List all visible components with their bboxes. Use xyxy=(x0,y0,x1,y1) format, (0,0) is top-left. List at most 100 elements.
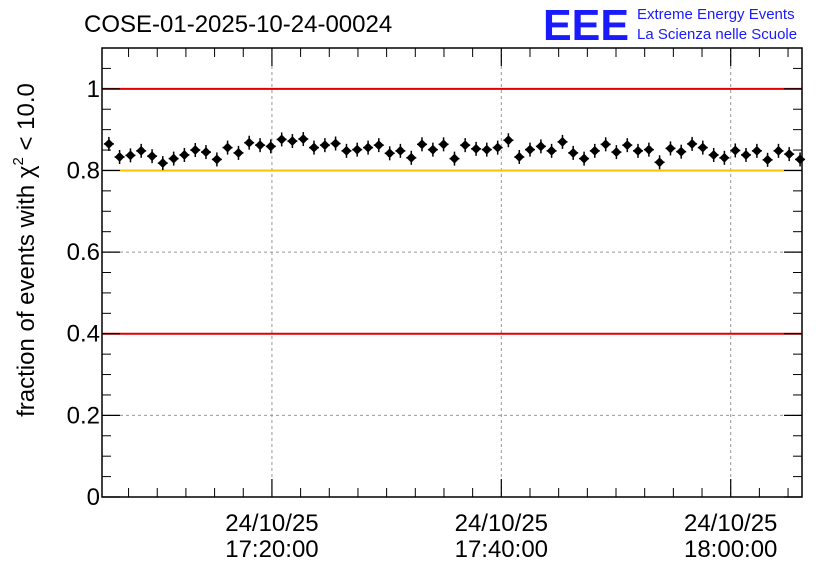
data-point xyxy=(784,147,795,162)
point-marker xyxy=(589,145,600,156)
data-point xyxy=(730,143,741,158)
point-marker xyxy=(557,136,568,147)
data-point xyxy=(341,143,352,158)
data-point xyxy=(373,138,384,153)
y-tick-label: 0.4 xyxy=(67,321,100,348)
point-marker xyxy=(676,146,687,157)
x-tick-label-date: 24/10/25 xyxy=(455,510,548,537)
point-marker xyxy=(795,154,806,165)
data-point xyxy=(687,136,698,151)
data-point xyxy=(568,145,579,160)
point-marker xyxy=(330,138,341,149)
data-point xyxy=(795,152,806,167)
point-marker xyxy=(471,143,482,154)
x-tick-labels: 24/10/2517:20:0024/10/2517:40:0024/10/25… xyxy=(225,510,777,563)
plot-frame xyxy=(101,47,803,498)
point-marker xyxy=(125,150,136,161)
data-point xyxy=(514,149,525,164)
point-marker xyxy=(546,145,557,156)
point-marker xyxy=(136,145,147,156)
data-point xyxy=(298,132,309,147)
data-point xyxy=(222,140,233,155)
point-marker xyxy=(406,152,417,163)
data-point xyxy=(200,145,211,160)
data-point xyxy=(395,143,406,158)
point-marker xyxy=(417,139,427,150)
y-axis-label-sup: 2 xyxy=(10,157,27,165)
point-marker xyxy=(730,145,741,156)
data-point xyxy=(416,137,427,152)
data-point xyxy=(255,138,266,153)
data-point xyxy=(125,148,136,163)
data-point xyxy=(427,142,438,157)
data-point xyxy=(147,149,158,164)
y-tick-label: 0.6 xyxy=(67,239,100,266)
grid xyxy=(102,48,802,497)
point-marker xyxy=(438,139,449,150)
data-point xyxy=(438,137,449,152)
data-point xyxy=(719,150,730,165)
x-tick-label-date: 24/10/25 xyxy=(225,510,318,537)
point-marker xyxy=(352,144,363,155)
logo-letters: EEE xyxy=(543,1,629,50)
data-point xyxy=(632,143,643,158)
point-marker xyxy=(708,149,719,160)
point-marker xyxy=(525,144,535,155)
data-point xyxy=(751,143,762,158)
point-marker xyxy=(298,134,309,144)
point-marker xyxy=(503,135,514,146)
data-point xyxy=(233,145,244,160)
data-point xyxy=(643,142,654,157)
point-marker xyxy=(611,147,622,158)
point-marker xyxy=(773,145,784,156)
data-point xyxy=(654,155,665,170)
data-point xyxy=(103,136,114,151)
data-point xyxy=(589,143,600,158)
point-marker xyxy=(514,152,525,162)
data-point xyxy=(319,138,330,153)
data-point xyxy=(762,152,773,167)
point-marker xyxy=(276,134,287,145)
point-marker xyxy=(697,142,708,153)
data-point xyxy=(600,137,611,152)
data-point xyxy=(157,156,168,171)
x-tick-label-time: 17:20:00 xyxy=(225,536,318,563)
point-marker xyxy=(687,138,698,149)
point-marker xyxy=(384,148,395,159)
point-marker xyxy=(481,144,492,155)
point-marker xyxy=(373,140,384,151)
data-point xyxy=(471,141,482,156)
data-point xyxy=(611,145,622,160)
point-marker xyxy=(114,152,125,162)
point-marker xyxy=(147,151,158,162)
point-marker xyxy=(719,152,730,163)
data-point xyxy=(211,152,222,167)
point-marker xyxy=(190,145,201,155)
point-marker xyxy=(395,145,406,156)
point-marker xyxy=(244,137,255,148)
point-marker xyxy=(654,157,665,168)
y-tick-label: 0 xyxy=(87,484,100,511)
y-axis-label-tail: < 10.0 xyxy=(13,83,40,157)
data-point xyxy=(535,139,546,154)
data-point xyxy=(546,143,557,158)
data-point xyxy=(363,140,374,155)
point-marker xyxy=(665,143,676,154)
chart-title: COSE-01-2025-10-24-00024 xyxy=(84,11,392,38)
data-point xyxy=(708,147,719,162)
point-marker xyxy=(751,145,762,156)
data-point xyxy=(308,140,319,155)
eee-logo: EEE Extreme Energy Events La Scienza nel… xyxy=(543,1,797,50)
point-marker xyxy=(265,141,276,152)
point-marker xyxy=(600,139,611,150)
data-point xyxy=(406,150,417,165)
data-point xyxy=(384,146,395,161)
data-point xyxy=(449,151,460,166)
reference-lines xyxy=(102,87,802,335)
x-tick-label-time: 18:00:00 xyxy=(684,536,777,563)
point-marker xyxy=(319,140,330,151)
data-point xyxy=(622,138,633,153)
point-marker xyxy=(309,142,319,153)
data-point xyxy=(287,134,298,149)
data-point xyxy=(773,143,784,158)
